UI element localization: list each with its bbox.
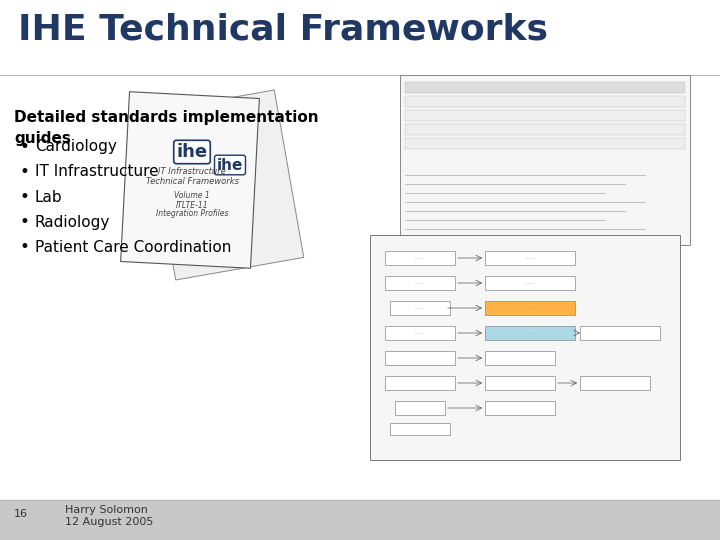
Text: 16: 16	[14, 509, 28, 519]
Text: Harry Solomon: Harry Solomon	[65, 505, 148, 515]
Bar	[390, 301, 450, 315]
Text: ........: ........	[525, 281, 535, 285]
Bar	[146, 90, 304, 280]
Bar	[485, 401, 555, 415]
Text: ihe: ihe	[176, 143, 207, 161]
Text: Detailed standards implementation
guides: Detailed standards implementation guides	[14, 110, 319, 146]
Bar	[385, 326, 455, 340]
Bar	[405, 96, 685, 107]
Bar	[385, 251, 455, 265]
Text: Integration Profiles: Integration Profiles	[156, 210, 228, 219]
Text: •: •	[20, 213, 30, 231]
Bar	[405, 138, 685, 149]
Bar	[400, 75, 690, 245]
Bar	[485, 301, 575, 315]
Bar	[390, 423, 450, 435]
Text: •: •	[20, 238, 30, 256]
Text: ITLTE-11: ITLTE-11	[176, 200, 208, 210]
Text: Radiology: Radiology	[35, 214, 110, 230]
Bar	[485, 351, 555, 365]
Text: •: •	[20, 188, 30, 206]
Bar	[121, 92, 259, 268]
Text: ........: ........	[415, 331, 425, 335]
Text: ........: ........	[525, 331, 535, 335]
Text: ........: ........	[525, 306, 535, 310]
Bar	[0, 0, 720, 75]
Text: IHE Technical Frameworks: IHE Technical Frameworks	[18, 13, 548, 47]
Text: Cardiology: Cardiology	[35, 139, 117, 154]
Text: Lab: Lab	[35, 190, 63, 205]
Bar	[385, 276, 455, 290]
Text: ........: ........	[525, 256, 535, 260]
Text: •: •	[20, 163, 30, 181]
Bar	[370, 235, 680, 460]
Bar	[385, 351, 455, 365]
Text: ihe: ihe	[217, 158, 243, 172]
Bar	[580, 326, 660, 340]
Text: ........: ........	[415, 256, 425, 260]
Text: Volume 1: Volume 1	[174, 192, 210, 200]
Text: Patient Care Coordination: Patient Care Coordination	[35, 240, 231, 254]
Text: ........: ........	[415, 306, 425, 310]
Bar	[485, 276, 575, 290]
Bar	[485, 326, 575, 340]
Bar	[580, 376, 650, 390]
Bar	[405, 110, 685, 121]
Text: •: •	[20, 138, 30, 156]
Text: 12 August 2005: 12 August 2005	[65, 517, 153, 527]
Text: ........: ........	[415, 281, 425, 285]
Bar	[485, 251, 575, 265]
Bar	[0, 500, 720, 540]
Text: Technical Frameworks: Technical Frameworks	[145, 178, 238, 186]
Bar	[485, 376, 555, 390]
Bar	[405, 124, 685, 135]
Bar	[385, 376, 455, 390]
Bar	[405, 82, 685, 93]
Bar	[395, 401, 445, 415]
Text: IT Infrastructure: IT Infrastructure	[158, 167, 226, 177]
Text: IT Infrastructure: IT Infrastructure	[35, 165, 158, 179]
